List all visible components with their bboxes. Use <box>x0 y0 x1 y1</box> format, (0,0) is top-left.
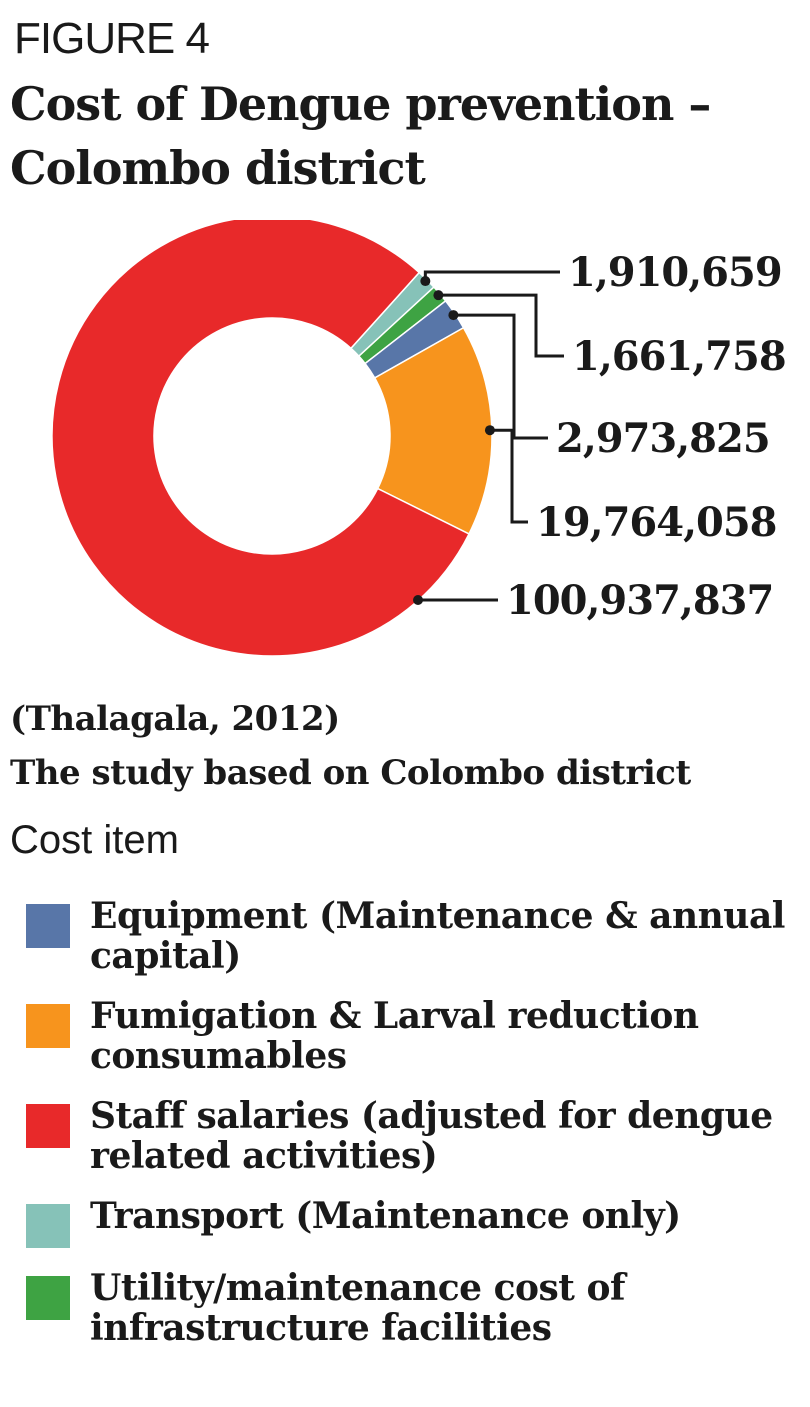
chart-leader-lines <box>413 270 564 605</box>
donut-chart: 1,910,659 1,661,758 2,973,825 19,764,058 100… <box>51 220 787 657</box>
legend-label: Utility/maintenance cost of infrastructu… <box>90 1267 625 1349</box>
legend-item: Equipment (Maintenance & annual capital) <box>26 896 796 976</box>
legend-swatch <box>26 1204 70 1248</box>
legend: Equipment (Maintenance & annual capital)… <box>26 896 796 1368</box>
source-citation: (Thalagala, 2012) The study based on Col… <box>10 692 691 800</box>
legend-swatch <box>26 1276 70 1320</box>
legend-label: Staff salaries (adjusted for dengue rela… <box>90 1095 773 1177</box>
legend-item: Transport (Maintenance only) <box>26 1196 796 1248</box>
value-label: 2,973,825 <box>556 415 770 462</box>
legend-swatch <box>26 904 70 948</box>
legend-label: Equipment (Maintenance & annual capital) <box>90 895 785 977</box>
leader-line <box>453 313 548 440</box>
legend-swatch <box>26 1004 70 1048</box>
legend-label: Fumigation & Larval reduction consumable… <box>90 995 699 1077</box>
source-line-1: (Thalagala, 2012) <box>10 699 340 739</box>
legend-label: Transport (Maintenance only) <box>90 1195 681 1237</box>
value-label: 1,661,758 <box>572 333 786 380</box>
chart-slices <box>51 220 493 657</box>
legend-item: Fumigation & Larval reduction consumable… <box>26 996 796 1076</box>
legend-item: Staff salaries (adjusted for dengue rela… <box>26 1096 796 1176</box>
legend-swatch <box>26 1104 70 1148</box>
legend-item: Utility/maintenance cost of infrastructu… <box>26 1268 796 1348</box>
leader-line <box>489 428 528 524</box>
leader-line <box>438 293 564 358</box>
chart-value-labels: 1,910,659 1,661,758 2,973,825 19,764,058 100… <box>506 249 787 624</box>
leader-line <box>423 270 560 282</box>
source-line-2: The study based on Colombo district <box>10 753 691 793</box>
value-label: 100,937,837 <box>506 577 773 624</box>
slice-fumigation <box>373 326 493 535</box>
value-label: 1,910,659 <box>568 249 782 296</box>
figure-label: FIGURE 4 <box>14 14 210 63</box>
value-label: 19,764,058 <box>536 499 777 546</box>
slice-staff <box>51 220 471 657</box>
chart-title: Cost of Dengue prevention – Colombo dist… <box>10 77 711 195</box>
legend-title: Cost item <box>10 818 179 862</box>
